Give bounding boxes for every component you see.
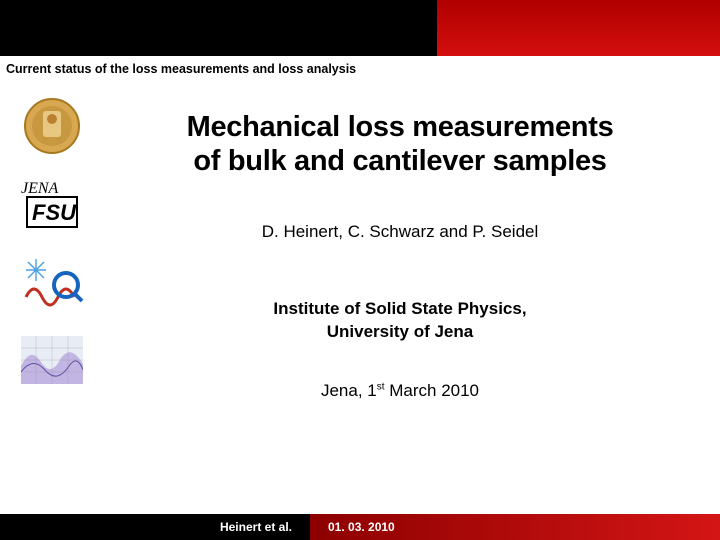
date-prefix: Jena, 1 — [321, 381, 377, 400]
svg-text:FSU: FSU — [32, 200, 77, 225]
q-snowflake-icon — [17, 252, 87, 312]
date-suffix: March 2010 — [385, 381, 480, 400]
title-line-2: of bulk and cantilever samples — [193, 145, 606, 177]
svg-text:JENA: JENA — [21, 180, 59, 197]
title-line-1: Mechanical loss measurements — [187, 111, 614, 143]
breadcrumb: Current status of the loss measurements … — [6, 62, 356, 76]
footer-right: 01. 03. 2010 — [310, 514, 720, 540]
institute: Institute of Solid State Physics, Univer… — [120, 298, 680, 342]
authors: D. Heinert, C. Schwarz and P. Seidel — [120, 222, 680, 242]
date-ordinal: st — [377, 381, 385, 392]
institute-line-1: Institute of Solid State Physics, — [273, 299, 526, 318]
slide-root: Current status of the loss measurements … — [0, 0, 720, 540]
slide-title: Mechanical loss measurements of bulk and… — [120, 110, 680, 178]
wave-grid-icon — [17, 330, 87, 390]
footer: Heinert et al. 01. 03. 2010 — [0, 514, 720, 540]
institute-line-2: University of Jena — [327, 322, 473, 341]
date-line: Jena, 1st March 2010 — [120, 381, 680, 401]
seal-medal-icon — [17, 96, 87, 156]
content-block: Mechanical loss measurements of bulk and… — [120, 110, 680, 401]
footer-left: Heinert et al. — [0, 514, 310, 540]
logo-column: JENA FSU — [10, 96, 94, 390]
page-number: 1 — [703, 62, 710, 77]
jena-fsu-icon: JENA FSU — [17, 174, 87, 234]
